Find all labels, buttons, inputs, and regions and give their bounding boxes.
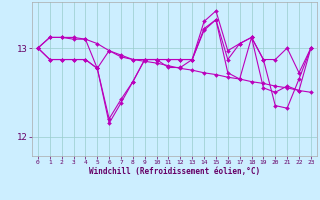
- X-axis label: Windchill (Refroidissement éolien,°C): Windchill (Refroidissement éolien,°C): [89, 167, 260, 176]
